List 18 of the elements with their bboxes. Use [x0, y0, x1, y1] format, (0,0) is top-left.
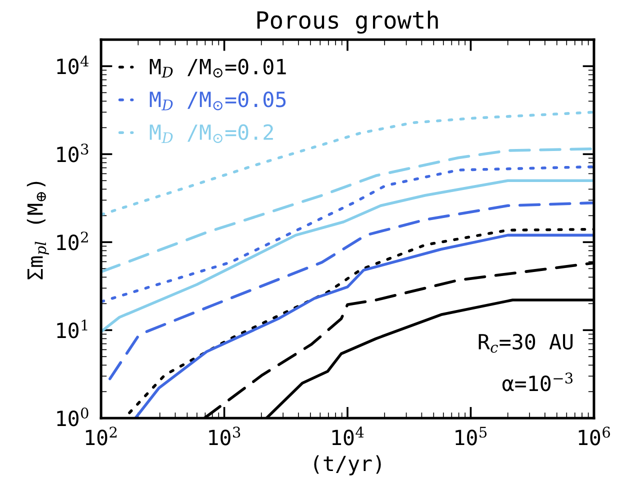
chart-title: Porous growth: [257, 10, 438, 34]
legend-label: M$_{D}$ /M$_{⊙}$=0.01: [150, 58, 286, 78]
y-tick-label: 10$^{3}$: [57, 144, 88, 162]
x-tick-label: 10$^{2}$: [86, 426, 117, 446]
x-tick-label: 10$^{5}$: [456, 426, 487, 446]
text: Σm$_{pl}$ (M$_{⊕}$): [26, 182, 49, 280]
x-axis-title: (t/yr): [314, 455, 381, 476]
legend-label: M$_{D}$ /M$_{⊙}$=0.05: [150, 92, 286, 110]
x-tick-label: 10$^{6}$: [578, 426, 610, 446]
y-tick-label: 10$^{2}$: [57, 232, 88, 250]
legend-label: M$_{D}$ /M$_{⊙}$=0.2: [150, 124, 273, 143]
y-tick-label: 10$^{4}$: [57, 56, 89, 74]
annotation: α=10$^{−3}$: [502, 372, 573, 392]
x-tick-label: 10$^{4}$: [332, 426, 364, 446]
y-tick-label: 10$^{1}$: [57, 320, 88, 338]
annotation: R$_{c}$=30 AU: [478, 334, 573, 353]
x-tick-label: 10$^{3}$: [209, 426, 240, 446]
y-tick-label: 10$^{0}$: [57, 408, 88, 426]
